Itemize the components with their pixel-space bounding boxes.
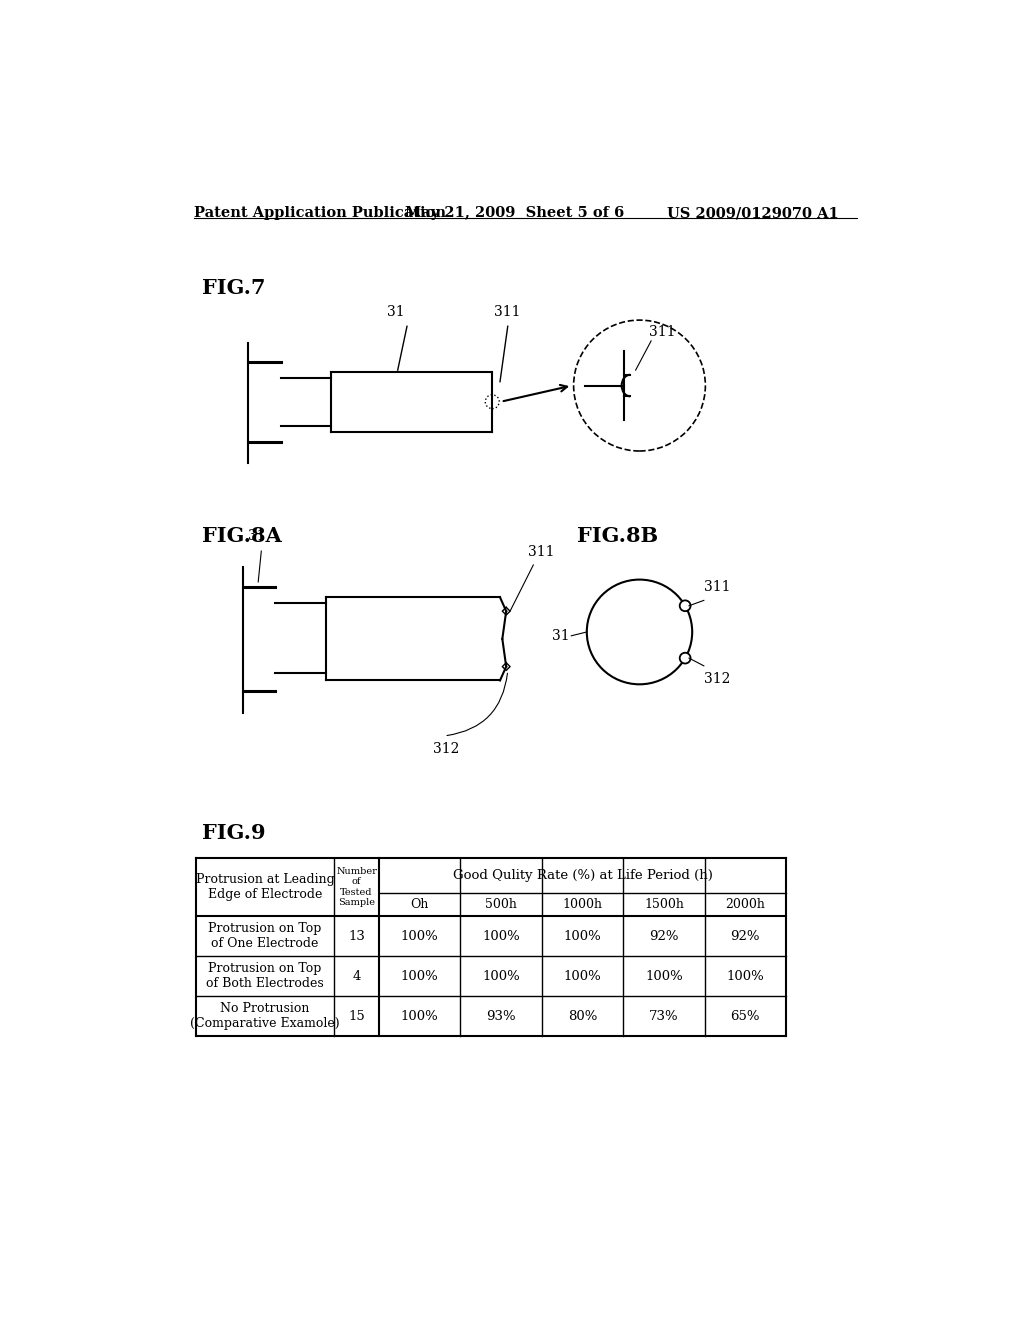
- Text: 1000h: 1000h: [562, 898, 602, 911]
- Text: 73%: 73%: [649, 1010, 679, 1023]
- Text: 65%: 65%: [730, 1010, 760, 1023]
- Text: 100%: 100%: [563, 970, 601, 982]
- Text: 80%: 80%: [568, 1010, 597, 1023]
- Text: 31: 31: [552, 628, 569, 643]
- Text: 100%: 100%: [401, 1010, 438, 1023]
- Text: 500h: 500h: [485, 898, 517, 911]
- Text: Number
of
Tested
Sample: Number of Tested Sample: [336, 867, 377, 907]
- Circle shape: [680, 601, 690, 611]
- Text: 312: 312: [703, 672, 730, 686]
- Text: 311: 311: [494, 305, 520, 318]
- Text: Patent Application Publication: Patent Application Publication: [194, 206, 445, 220]
- Text: 311: 311: [703, 581, 730, 594]
- Text: Protrusion on Top
of One Electrode: Protrusion on Top of One Electrode: [209, 923, 322, 950]
- Text: Protrusion on Top
of Both Electrodes: Protrusion on Top of Both Electrodes: [206, 962, 324, 990]
- Text: 311: 311: [649, 325, 675, 339]
- Text: FIG.8B: FIG.8B: [578, 527, 658, 546]
- Text: 100%: 100%: [401, 970, 438, 982]
- Text: 100%: 100%: [645, 970, 683, 982]
- Text: FIG.9: FIG.9: [202, 822, 265, 843]
- Text: May 21, 2009  Sheet 5 of 6: May 21, 2009 Sheet 5 of 6: [406, 206, 625, 220]
- Text: 1500h: 1500h: [644, 898, 684, 911]
- Text: 31: 31: [248, 529, 266, 544]
- Text: No Protrusion
(Comparative Examole): No Protrusion (Comparative Examole): [190, 1002, 340, 1030]
- Text: 312: 312: [432, 742, 459, 756]
- Text: 311: 311: [528, 545, 554, 558]
- Circle shape: [680, 653, 690, 664]
- Text: 100%: 100%: [726, 970, 764, 982]
- Text: 92%: 92%: [730, 929, 760, 942]
- Text: 93%: 93%: [486, 1010, 516, 1023]
- Text: 31: 31: [387, 305, 404, 318]
- Text: 92%: 92%: [649, 929, 679, 942]
- Text: 15: 15: [348, 1010, 365, 1023]
- Text: Oh: Oh: [411, 898, 429, 911]
- Text: 100%: 100%: [482, 929, 520, 942]
- Text: FIG.8A: FIG.8A: [202, 527, 282, 546]
- Text: 100%: 100%: [563, 929, 601, 942]
- Text: 100%: 100%: [401, 929, 438, 942]
- Text: Good Qulity Rate (%) at Life Period (h): Good Qulity Rate (%) at Life Period (h): [453, 869, 713, 882]
- Text: 13: 13: [348, 929, 366, 942]
- Text: 2000h: 2000h: [725, 898, 765, 911]
- Text: US 2009/0129070 A1: US 2009/0129070 A1: [667, 206, 839, 220]
- Text: FIG.7: FIG.7: [202, 277, 265, 298]
- Text: Protrusion at Leading
Edge of Electrode: Protrusion at Leading Edge of Electrode: [196, 873, 335, 900]
- Text: 4: 4: [352, 970, 360, 982]
- Text: 100%: 100%: [482, 970, 520, 982]
